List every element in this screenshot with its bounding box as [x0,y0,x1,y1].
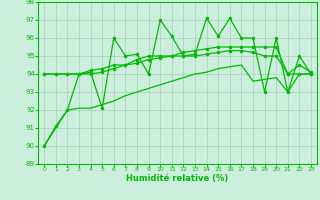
X-axis label: Humidité relative (%): Humidité relative (%) [126,174,229,183]
